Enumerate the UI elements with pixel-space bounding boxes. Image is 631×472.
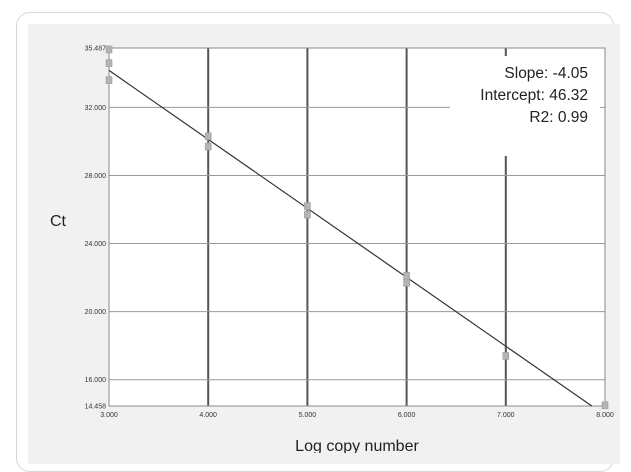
plot-border (108, 47, 606, 407)
x-tick-label: 3.000 (100, 412, 118, 419)
data-point (403, 278, 410, 287)
annotation-box (450, 56, 600, 156)
y-axis-title: Ct (50, 213, 67, 230)
y-tick-label: 20.000 (85, 309, 107, 316)
x-tick-label: 8.000 (596, 412, 614, 419)
data-point (204, 132, 212, 141)
x-axis-title: Log copy number (295, 438, 419, 453)
y-tick-label: 16.000 (85, 377, 107, 384)
intercept-annotation: Intercept: 46.32 (480, 87, 588, 104)
qpcr-standard-curve-chart: 3.000 4.000 5.000 6.000 7.000 8.000 14.458 16.… (50, 45, 614, 454)
data-point (105, 59, 113, 67)
y-axis-ticks: 14.458 16.000 20.000 24.000 28.000 32.000 35.4… (85, 46, 107, 411)
slope-annotation: Slope: -4.05 (504, 65, 588, 82)
trendline (108, 69, 593, 407)
data-point (204, 142, 212, 151)
x-axis-ticks: 3.000 4.000 5.000 6.000 7.000 8.000 (100, 412, 614, 419)
data-point (304, 210, 311, 219)
y-tick-label: 28.000 (85, 173, 107, 180)
data-point (304, 202, 311, 210)
y-tick-label: 35.487 (85, 46, 107, 53)
x-tick-label: 7.000 (497, 412, 515, 419)
data-point (105, 76, 113, 84)
x-tick-label: 5.000 (299, 412, 317, 419)
y-tick-label: 32.000 (85, 105, 107, 112)
data-point (403, 272, 410, 280)
data-point (105, 45, 113, 54)
data-points (105, 45, 609, 410)
r2-annotation: R2: 0.99 (529, 109, 588, 126)
x-tick-label: 4.000 (199, 412, 217, 419)
data-point (502, 352, 510, 360)
y-tick-label: 24.000 (85, 241, 107, 248)
x-tick-label: 6.000 (398, 412, 416, 419)
y-tick-label: 14.458 (85, 404, 107, 411)
data-point (601, 401, 609, 410)
